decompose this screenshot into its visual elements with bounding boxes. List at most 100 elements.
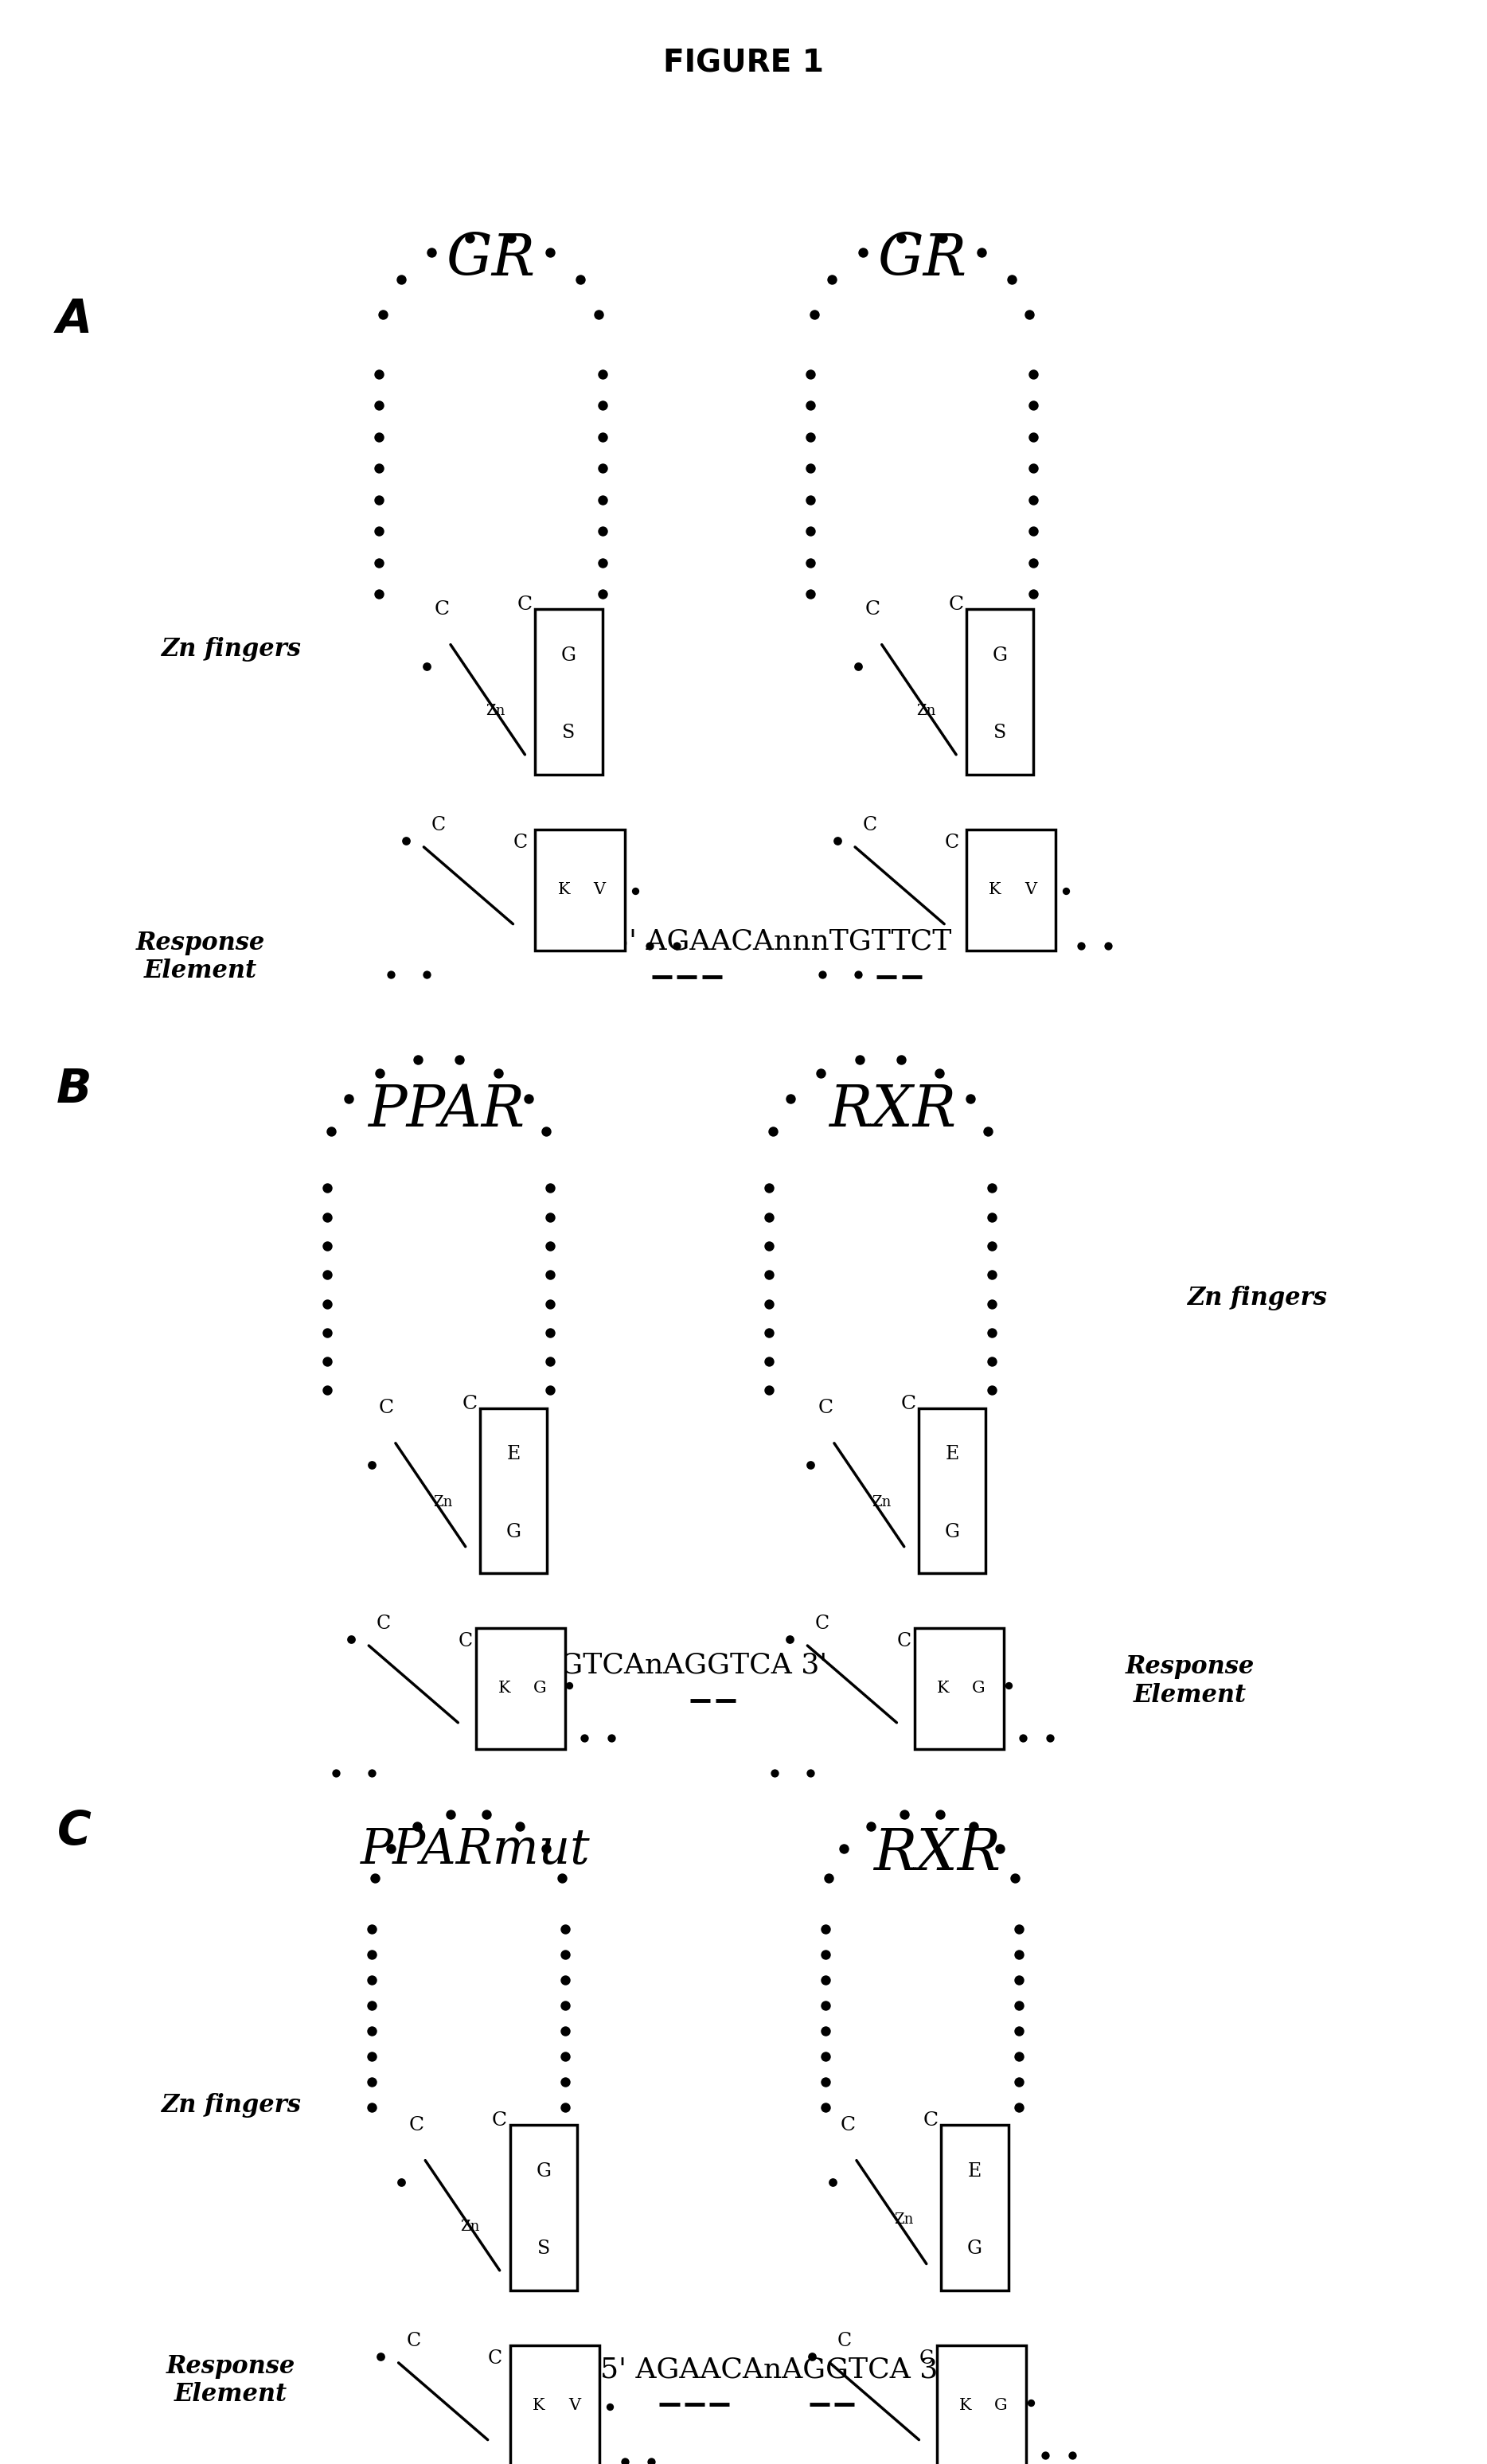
Point (1022, 574, 1045, 614)
Point (367, 387, 391, 426)
Point (360, 1934, 384, 1974)
Point (809, 1055, 833, 1094)
Text: K: K (959, 2397, 971, 2412)
Point (360, 1986, 384, 2025)
Point (553, 1986, 577, 2025)
Point (509, 1806, 532, 1846)
Point (315, 1313, 339, 1353)
Text: Zn: Zn (433, 1496, 454, 1510)
Text: G: G (944, 1523, 961, 1540)
Text: G: G (972, 1680, 986, 1695)
Point (590, 542, 614, 582)
Text: C: C (379, 1400, 394, 1417)
Point (534, 1828, 558, 1868)
Point (538, 1343, 562, 1382)
Point (813, 1934, 837, 1974)
Point (638, 926, 662, 966)
Text: K: K (498, 1680, 510, 1695)
Point (813, 1961, 837, 2001)
Point (558, 1666, 581, 1705)
Point (799, 355, 822, 394)
Point (1007, 2087, 1030, 2126)
Point (889, 219, 913, 259)
Point (590, 387, 614, 426)
Point (360, 2011, 384, 2050)
Point (799, 387, 822, 426)
Point (889, 1040, 913, 1079)
Point (970, 232, 993, 271)
Point (803, 296, 827, 335)
Text: G: G (535, 2163, 552, 2181)
Point (980, 1313, 1004, 1353)
Point (590, 355, 614, 394)
Text: C: C (944, 833, 959, 853)
Bar (919, 1407, 986, 1572)
Point (846, 956, 870, 995)
Point (757, 1168, 781, 1207)
Point (439, 1794, 462, 1833)
Text: Response
Element: Response Element (167, 2353, 294, 2407)
Point (821, 259, 845, 298)
Point (538, 1227, 562, 1266)
Bar (937, 2346, 1026, 2464)
Point (800, 2336, 824, 2375)
Point (1033, 2434, 1057, 2464)
Point (1022, 542, 1045, 582)
Text: Zn: Zn (871, 1496, 892, 1510)
Text: RXR: RXR (828, 1082, 956, 1138)
Point (534, 1111, 558, 1151)
Point (458, 219, 482, 259)
Text: K: K (558, 882, 570, 897)
Text: B: B (57, 1067, 92, 1111)
Point (1022, 448, 1045, 488)
Text: PPAR: PPAR (367, 1082, 525, 1138)
Point (338, 1079, 361, 1119)
Point (315, 1168, 339, 1207)
Point (858, 1806, 882, 1846)
Point (369, 2336, 393, 2375)
Point (415, 648, 439, 687)
Point (568, 259, 592, 298)
Point (599, 1717, 623, 1757)
Text: PPARmut: PPARmut (361, 1826, 590, 1873)
Point (813, 2011, 837, 2050)
Text: 5' AGAACAnnnTGTTCT  3': 5' AGAACAnnnTGTTCT 3' (610, 929, 996, 956)
Point (538, 1313, 562, 1353)
Point (538, 232, 562, 271)
Bar (967, 609, 1033, 774)
Point (339, 1619, 363, 1658)
Point (315, 1254, 339, 1294)
Point (315, 1343, 339, 1382)
Point (390, 2163, 413, 2203)
Text: G: G (534, 1680, 547, 1695)
Point (372, 296, 396, 335)
Point (975, 1111, 999, 1151)
Text: C: C (434, 601, 449, 618)
Text: Response
Element: Response Element (1126, 1653, 1254, 1708)
Point (613, 2442, 636, 2464)
Point (810, 956, 834, 995)
Text: G: G (992, 646, 1008, 665)
Point (590, 574, 614, 614)
Text: C: C (462, 1395, 477, 1412)
Text: Response
Element: Response Element (137, 931, 265, 983)
Point (799, 513, 822, 552)
Point (360, 2087, 384, 2126)
Text: V: V (568, 2397, 580, 2412)
Text: C: C (901, 1395, 916, 1412)
Point (813, 1910, 837, 1949)
Point (538, 1284, 562, 1323)
Text: E: E (968, 2163, 981, 2181)
Point (813, 2062, 837, 2102)
Point (379, 956, 403, 995)
Point (367, 574, 391, 614)
Text: C: C (865, 601, 880, 618)
Point (848, 1040, 871, 1079)
Point (367, 1055, 391, 1094)
Point (799, 542, 822, 582)
Point (390, 259, 413, 298)
Point (1019, 2383, 1042, 2422)
Point (367, 355, 391, 394)
Text: GR: GR (877, 232, 967, 288)
Point (360, 2038, 384, 2077)
